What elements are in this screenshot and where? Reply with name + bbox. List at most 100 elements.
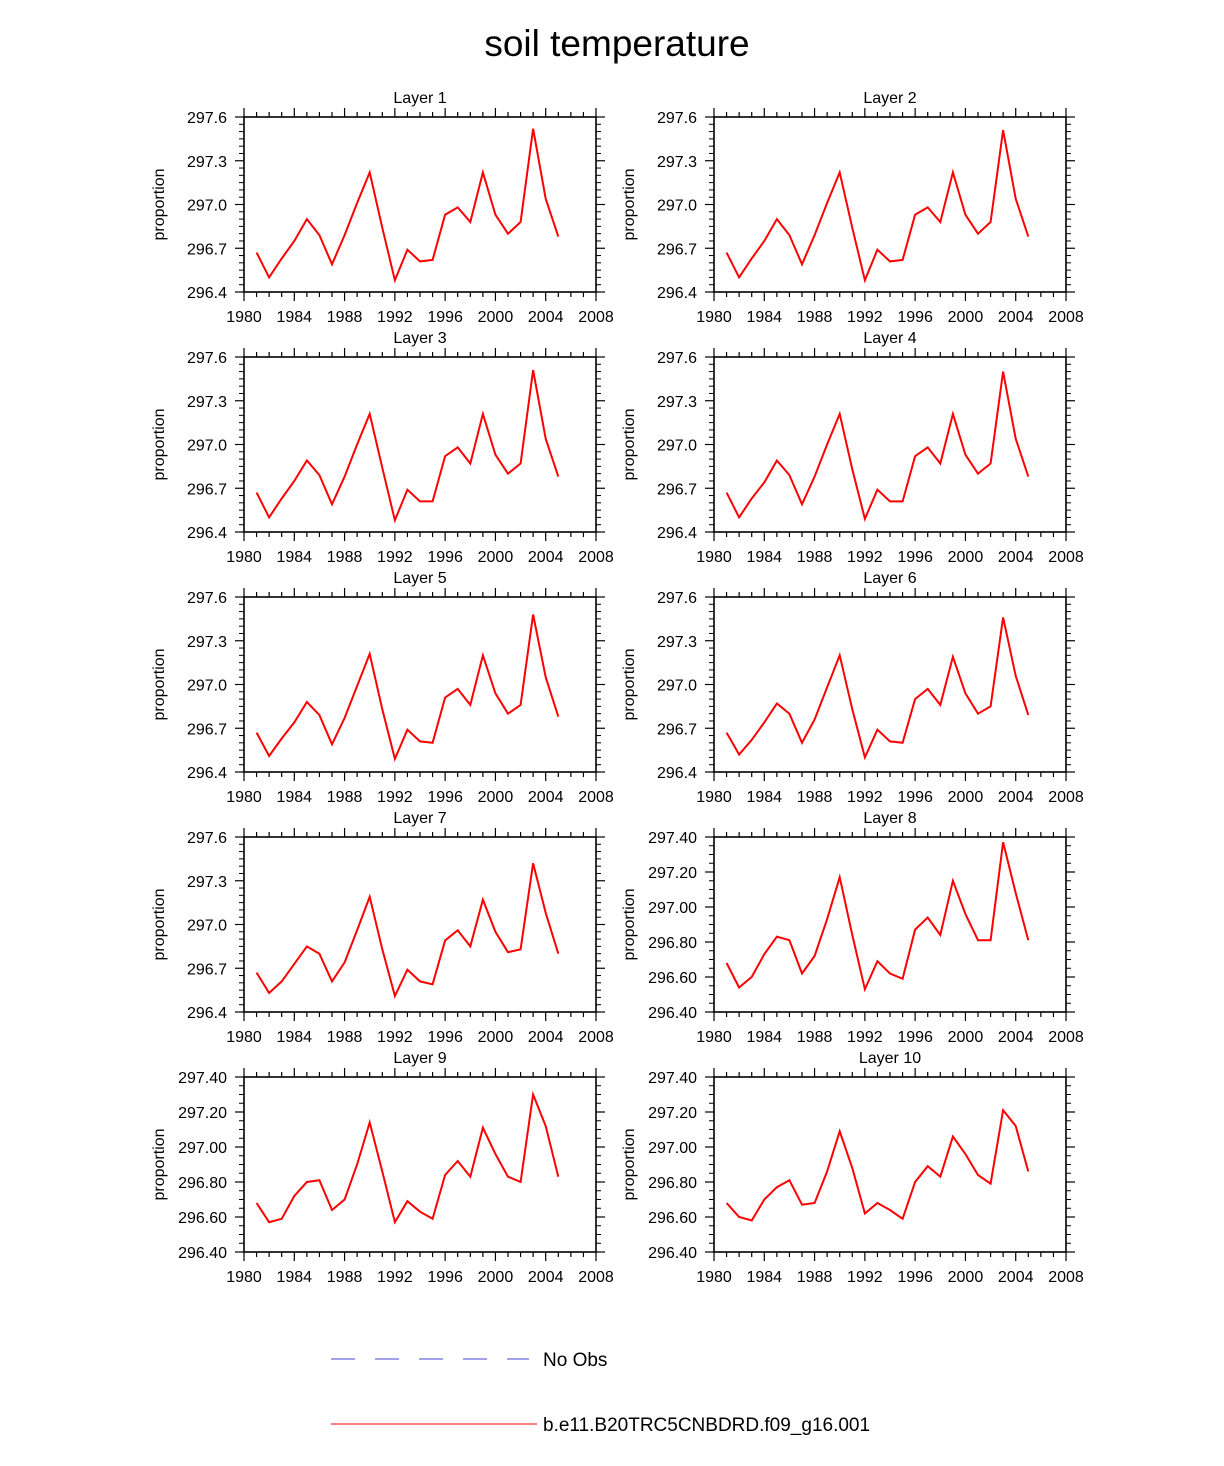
x-tick-label: 1992 — [847, 789, 883, 806]
y-tick-label: 297.0 — [187, 438, 227, 455]
series-line — [725, 841, 1030, 993]
x-tick-label: 1984 — [276, 789, 312, 806]
y-tick-label: 297.20 — [648, 865, 697, 882]
x-tick-label: 2004 — [528, 789, 564, 806]
x-tick-label: 2008 — [1048, 309, 1084, 326]
x-tick-label: 1996 — [897, 1029, 933, 1046]
y-tick-label: 296.40 — [648, 1245, 697, 1262]
x-tick-label: 2004 — [998, 1269, 1034, 1286]
y-tick-label: 296.4 — [657, 525, 697, 542]
y-tick-label: 296.4 — [187, 525, 227, 542]
y-tick-label: 297.6 — [187, 830, 227, 847]
x-tick-label: 2008 — [578, 1269, 614, 1286]
plot-frame — [243, 836, 597, 1013]
y-tick-label: 296.40 — [178, 1245, 227, 1262]
x-tick-label: 1984 — [746, 1269, 782, 1286]
y-tick-label: 296.7 — [657, 721, 697, 738]
chart-panel: Layer 5 proportion 1980 1984 1988 1992 1996 200… — [151, 570, 614, 806]
x-tick-label: 2008 — [578, 1029, 614, 1046]
plot-frame — [713, 596, 1067, 773]
x-tick-label: 2000 — [948, 1269, 984, 1286]
x-tick-label: 1996 — [897, 789, 933, 806]
y-tick-label: 296.7 — [187, 721, 227, 738]
x-tick-label: 1988 — [797, 789, 833, 806]
panel-title: Layer 4 — [863, 330, 916, 347]
x-tick-label: 1996 — [897, 309, 933, 326]
y-tick-label: 297.0 — [187, 918, 227, 935]
x-tick-label: 1992 — [377, 789, 413, 806]
series-line — [725, 617, 1030, 761]
y-tick-label: 297.6 — [187, 590, 227, 607]
x-tick-label: 1980 — [696, 309, 732, 326]
x-tick-label: 1980 — [696, 549, 732, 566]
series-line — [725, 129, 1030, 284]
x-tick-label: 2004 — [998, 789, 1034, 806]
x-tick-label: 2008 — [578, 789, 614, 806]
x-tick-label: 1984 — [276, 549, 312, 566]
y-tick-label: 296.7 — [657, 481, 697, 498]
y-tick-label: 297.3 — [657, 634, 697, 651]
x-tick-label: 2004 — [528, 1269, 564, 1286]
chart-panel: Layer 9 proportion 1980 1984 1988 1992 1996 200… — [151, 1050, 614, 1286]
x-tick-label: 1988 — [797, 309, 833, 326]
x-tick-label: 1996 — [427, 1029, 463, 1046]
y-tick-label: 297.6 — [187, 110, 227, 127]
y-tick-label: 297.40 — [648, 1070, 697, 1087]
series-line — [255, 863, 560, 999]
x-tick-label: 1984 — [276, 309, 312, 326]
x-tick-label: 1988 — [327, 1269, 363, 1286]
x-tick-label: 1992 — [847, 549, 883, 566]
y-axis-label: proportion — [151, 648, 168, 720]
plot-frame — [243, 1076, 597, 1253]
series-line — [255, 128, 560, 284]
x-tick-label: 2004 — [528, 309, 564, 326]
x-tick-label: 1988 — [327, 1029, 363, 1046]
y-tick-label: 297.3 — [657, 394, 697, 411]
x-tick-label: 2000 — [478, 1029, 514, 1046]
y-axis-label: proportion — [621, 168, 638, 240]
x-tick-label: 2004 — [528, 1029, 564, 1046]
chart-panel: Layer 8 proportion 1980 1984 1988 1992 1996 200… — [621, 810, 1084, 1046]
y-tick-label: 296.7 — [187, 241, 227, 258]
series-line — [725, 371, 1030, 523]
x-tick-label: 1992 — [377, 1029, 413, 1046]
y-tick-label: 296.7 — [187, 481, 227, 498]
x-tick-label: 1996 — [427, 789, 463, 806]
y-tick-label: 296.80 — [178, 1175, 227, 1192]
x-tick-label: 2000 — [478, 309, 514, 326]
x-tick-label: 2008 — [578, 309, 614, 326]
y-tick-label: 297.0 — [657, 678, 697, 695]
x-tick-label: 1996 — [897, 1269, 933, 1286]
x-tick-label: 1992 — [377, 549, 413, 566]
y-tick-label: 297.0 — [187, 678, 227, 695]
x-tick-label: 1984 — [746, 789, 782, 806]
chart-panel: Layer 10 proportion 1980 1984 1988 1992 1996 20… — [621, 1050, 1084, 1286]
x-tick-label: 2000 — [948, 789, 984, 806]
x-tick-label: 1984 — [276, 1029, 312, 1046]
x-tick-label: 1984 — [746, 309, 782, 326]
chart-panel: Layer 7 proportion 1980 1984 1988 1992 1996 200… — [151, 810, 614, 1046]
x-tick-label: 1980 — [226, 549, 262, 566]
y-axis-label: proportion — [151, 168, 168, 240]
y-axis-label: proportion — [621, 1128, 638, 1200]
panel-title: Layer 8 — [863, 810, 916, 827]
y-axis-label: proportion — [151, 408, 168, 480]
x-tick-label: 2008 — [1048, 789, 1084, 806]
y-tick-label: 297.3 — [187, 394, 227, 411]
y-tick-label: 297.6 — [187, 350, 227, 367]
x-tick-label: 2004 — [998, 549, 1034, 566]
x-tick-label: 2008 — [1048, 549, 1084, 566]
x-tick-label: 1980 — [226, 1029, 262, 1046]
y-tick-label: 296.80 — [648, 935, 697, 952]
plot-frame — [243, 116, 597, 293]
legend: No Obs b.e11.B20TRC5CNBDRD.f09_g16.001 — [331, 1350, 870, 1436]
x-tick-label: 1988 — [327, 549, 363, 566]
y-tick-label: 296.60 — [648, 970, 697, 987]
y-axis-label: proportion — [151, 888, 168, 960]
x-tick-label: 2008 — [1048, 1029, 1084, 1046]
x-tick-label: 2000 — [948, 549, 984, 566]
x-tick-label: 1996 — [897, 549, 933, 566]
x-tick-label: 1984 — [746, 549, 782, 566]
plot-frame — [713, 836, 1067, 1013]
y-tick-label: 297.3 — [187, 154, 227, 171]
